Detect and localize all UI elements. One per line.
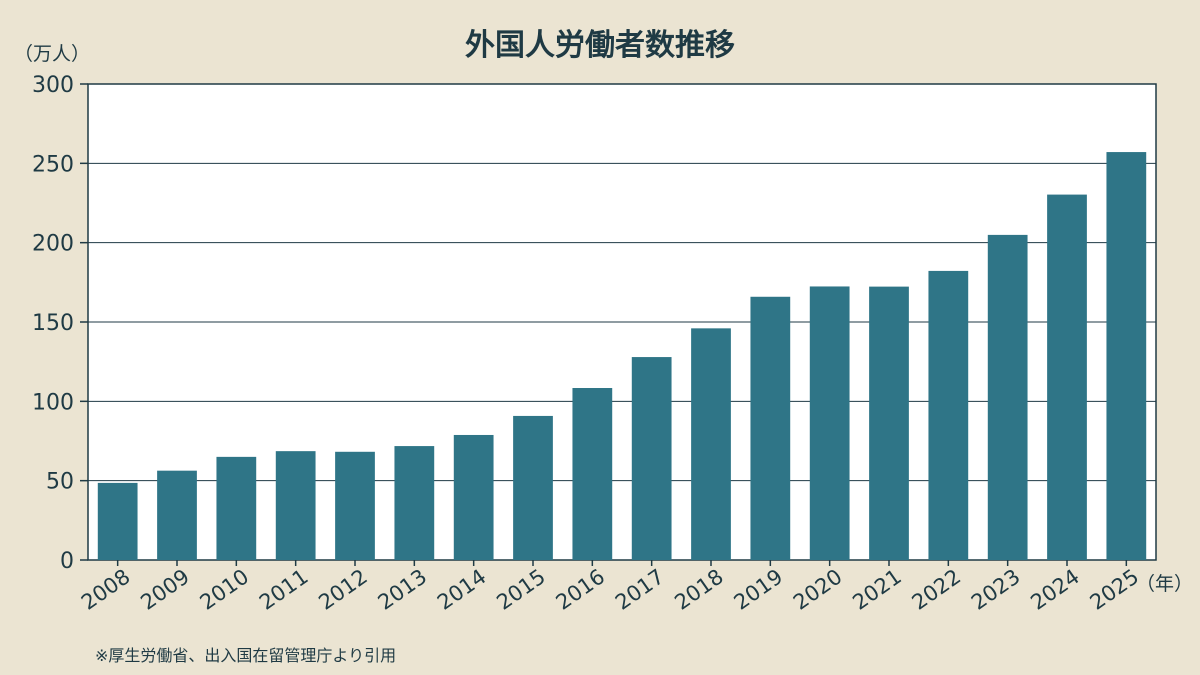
x-tick-label: 2017 [611, 564, 669, 614]
x-tick-label: 2008 [77, 564, 135, 614]
source-note: ※厚生労働省、出入国在留管理庁より引用 [95, 646, 396, 665]
x-tick-label: 2020 [789, 564, 847, 614]
bar-2012 [335, 451, 375, 560]
bar-2009 [157, 470, 197, 560]
x-tick-label: 2013 [374, 564, 432, 614]
bar-2013 [394, 446, 435, 560]
bar-2008 [97, 482, 138, 560]
x-axis-unit: （年） [1136, 573, 1193, 595]
y-tick-label: 300 [32, 73, 74, 98]
bars [97, 152, 1147, 560]
x-tick-label: 2016 [552, 564, 610, 614]
bar-2022 [928, 270, 969, 560]
bar-2010 [216, 456, 257, 560]
bar-2017 [631, 357, 672, 560]
y-axis-unit: （万人） [14, 43, 90, 65]
x-tick-label: 2024 [1026, 564, 1084, 614]
bar-2025 [1106, 152, 1147, 560]
x-tick-label: 2019 [730, 564, 788, 614]
x-tick-label: 2018 [670, 564, 728, 614]
gridlines [88, 162, 1156, 482]
bar-2024 [1047, 194, 1087, 560]
bar-2011 [275, 451, 316, 560]
x-axis-ticks: 2008 2009 2010 2011 2012 2013 2014 2015 2016 2017… [77, 560, 1143, 615]
y-tick-label: 200 [32, 232, 74, 257]
bar-2023 [987, 234, 1028, 560]
bar-2014 [453, 434, 494, 560]
chart-title: 外国人労働者数推移 [465, 28, 735, 63]
x-tick-label: 2023 [967, 564, 1025, 614]
x-tick-label: 2015 [492, 564, 550, 614]
x-tick-label: 2025 [1086, 564, 1144, 614]
x-tick-label: 2009 [136, 564, 194, 614]
bar-2019 [750, 296, 791, 560]
y-tick-label: 100 [32, 390, 74, 415]
bar-2016 [572, 388, 613, 560]
x-tick-label: 2010 [196, 564, 254, 614]
y-tick-label: 50 [46, 470, 74, 495]
bar-2020 [809, 286, 850, 560]
x-tick-label: 2011 [255, 564, 313, 614]
x-tick-label: 2012 [314, 564, 372, 614]
x-tick-label: 2022 [908, 564, 966, 614]
bar-2015 [513, 415, 553, 560]
bar-2018 [691, 328, 731, 560]
y-tick-label: 150 [32, 311, 74, 336]
bar-2021 [869, 286, 909, 560]
y-axis-ticks: 0 50 100 150 200 250 300 [32, 73, 88, 574]
y-tick-label: 0 [60, 549, 74, 574]
x-tick-label: 2014 [433, 564, 491, 614]
y-tick-label: 250 [32, 152, 74, 177]
x-tick-label: 2021 [848, 564, 906, 614]
